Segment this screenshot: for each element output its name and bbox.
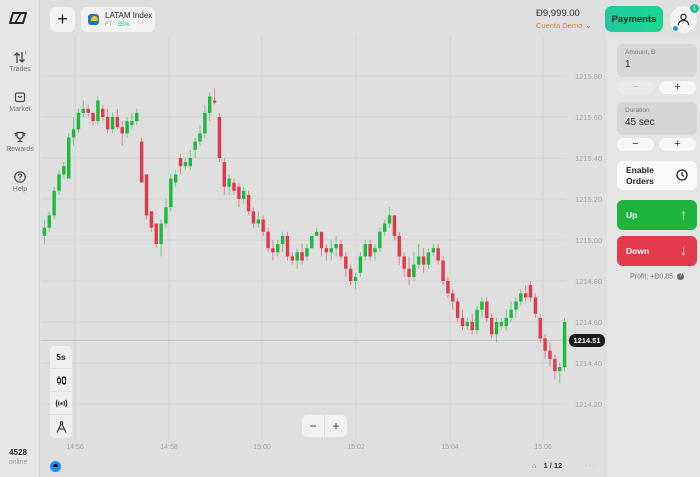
account-type: Cuenta Demo ⌄ (536, 21, 592, 30)
sidebar-item-trades[interactable]: 1 Trades (0, 50, 40, 73)
online-label: online (8, 459, 28, 466)
latam-flag-icon (88, 14, 99, 25)
current-price-label: 1214.51 (569, 334, 605, 347)
chart-area[interactable] (41, 0, 607, 477)
svg-text:1214.60: 1214.60 (575, 318, 602, 327)
help-icon[interactable]: ? (676, 273, 684, 280)
candlestick-chart[interactable]: 1215.80 1215.60 1215.40 1215.20 1215.00 1214.… (0, 0, 607, 477)
amount-value: 1 (625, 59, 631, 70)
asset-type: FT (105, 22, 113, 28)
svg-text:1215.40: 1215.40 (575, 154, 602, 163)
status-indicator-icon (672, 25, 679, 32)
sidebar-item-label: Market (9, 106, 31, 113)
balance-amount: Đ9,999.00 (536, 8, 580, 19)
account-name: Cuenta Demo (536, 21, 583, 30)
profit-info: Profit: +Đ0.85 ? (617, 273, 697, 280)
amount-decrease-button[interactable]: − (617, 81, 654, 94)
sidebar-item-label: Trades (9, 66, 31, 73)
broadcast-icon (55, 399, 67, 407)
svg-text:15:06: 15:06 (534, 444, 552, 451)
svg-text:1214.20: 1214.20 (575, 400, 602, 409)
svg-text:1: 1 (25, 50, 28, 55)
profit-value: Profit: +Đ0.85 (630, 273, 674, 281)
chevron-down-icon: ⌄ (585, 21, 592, 30)
svg-text:1215.80: 1215.80 (575, 72, 602, 81)
help-circle-icon (14, 171, 26, 183)
chat-support-icon[interactable] (50, 461, 61, 472)
duration-field[interactable]: Duration 45 sec (617, 102, 697, 135)
amount-field[interactable]: Amount, Đ 1 (617, 44, 697, 77)
up-button[interactable]: Up ↑ (617, 200, 697, 230)
sidebar-item-label: Help (12, 186, 28, 193)
compass-icon (56, 420, 66, 433)
chart-type-button[interactable] (50, 369, 72, 392)
add-asset-button[interactable]: + (50, 7, 75, 32)
profile-avatar[interactable]: 1 (670, 4, 699, 33)
duration-label: Duration (625, 107, 650, 114)
enable-orders-label: Enable Orders (626, 165, 654, 186)
svg-text:1215.60: 1215.60 (575, 113, 602, 122)
arrow-down-icon: ↓ (680, 242, 687, 258)
drawing-tools-button[interactable] (50, 415, 72, 438)
broker-logo-icon[interactable] (8, 12, 28, 24)
online-count: 4528 (9, 448, 27, 457)
chart-toolbar: 5s (50, 346, 72, 438)
down-button[interactable]: Down ↓ (617, 236, 697, 266)
amount-increase-button[interactable]: + (659, 81, 696, 94)
market-bag-icon (14, 92, 26, 103)
duration-value: 45 sec (625, 117, 655, 128)
trades-arrows-icon: 1 (14, 50, 28, 63)
svg-text:15:04: 15:04 (441, 444, 459, 451)
sidebar-item-rewards[interactable]: Rewards (0, 130, 40, 153)
candlestick-icon (56, 375, 66, 385)
duration-decrease-button[interactable]: − (617, 138, 654, 151)
timeframe-button[interactable]: 5s (50, 346, 72, 369)
trophy-icon (14, 131, 26, 143)
enable-orders-button[interactable]: Enable Orders (617, 161, 697, 190)
sidebar: 1 Trades Market Rewards (0, 0, 40, 477)
asset-name: LATAM Index (105, 11, 153, 20)
more-options-button[interactable]: ··· (585, 461, 596, 470)
page-indicator: 1 / 12 (543, 461, 563, 470)
up-label: Up (626, 210, 638, 220)
signals-button[interactable] (50, 392, 72, 415)
online-counter: 4528 online (0, 448, 36, 466)
bank-icon: ⌂ (532, 461, 537, 470)
down-label: Down (626, 246, 650, 256)
svg-text:14:58: 14:58 (160, 444, 178, 451)
zoom-controls: − + (302, 415, 347, 437)
sidebar-item-help[interactable]: Help (0, 170, 40, 193)
svg-text:14:56: 14:56 (66, 444, 84, 451)
notification-badge: 1 (690, 4, 699, 13)
svg-text:15:02: 15:02 (347, 444, 365, 451)
sidebar-item-market[interactable]: Market (0, 90, 40, 113)
asset-separator: · (112, 22, 118, 28)
asset-payout: 85% (117, 22, 130, 28)
account-balance[interactable]: Đ9,999.00 Cuenta Demo ⌄ (536, 8, 592, 30)
asset-selector[interactable]: LATAM Index FT · 85% (81, 7, 155, 32)
amount-label: Amount, Đ (625, 49, 656, 56)
duration-increase-button[interactable]: + (659, 138, 696, 151)
zoom-in-button[interactable]: + (332, 419, 340, 433)
sidebar-item-label: Rewards (6, 146, 34, 153)
svg-text:1214.40: 1214.40 (575, 359, 602, 368)
zoom-out-button[interactable]: − (302, 415, 325, 437)
svg-text:15:00: 15:00 (253, 444, 271, 451)
arrow-up-icon: ↑ (680, 206, 687, 222)
svg-text:1214.80: 1214.80 (575, 277, 602, 286)
asset-subtitle: FT · 85% (105, 22, 130, 28)
svg-text:1215.00: 1215.00 (575, 236, 602, 245)
user-icon (677, 13, 690, 26)
clock-icon (676, 169, 688, 181)
payments-button[interactable]: Payments (605, 6, 663, 32)
plus-icon: + (57, 9, 68, 29)
asset-pager[interactable]: ⌂ 1 / 12 (532, 461, 562, 470)
svg-text:1215.20: 1215.20 (575, 195, 602, 204)
